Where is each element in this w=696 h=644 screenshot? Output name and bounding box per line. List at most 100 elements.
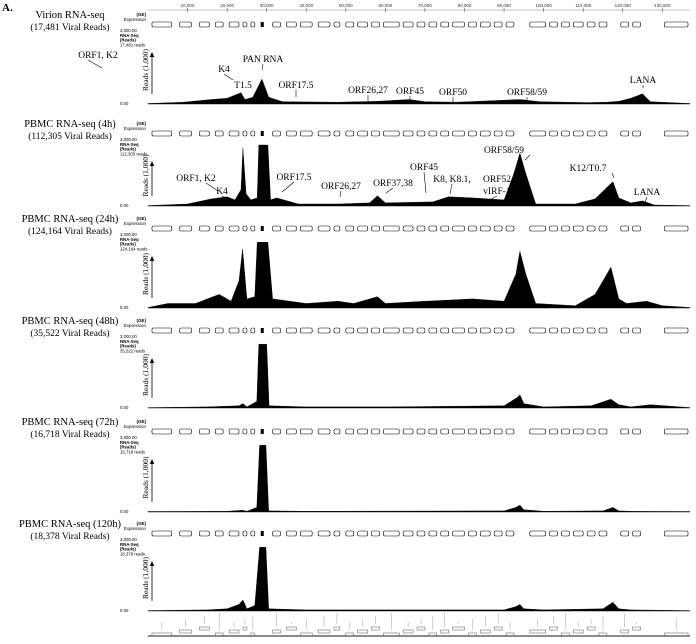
track-header-line: RNA-Seq <box>120 440 139 445</box>
gene-feature <box>179 327 192 334</box>
track-header-line: 3,000.00 <box>120 137 137 142</box>
gene-feature <box>317 225 331 232</box>
annotation-arrow <box>87 59 103 69</box>
coverage-track: Virion RNA-seq(17,481 Viral Reads) (GE)Ex… <box>30 10 691 106</box>
genome-map-feature <box>402 629 414 634</box>
gene-feature <box>493 225 503 232</box>
peak-annotation: K12/T0.7 <box>570 164 607 174</box>
gene-feature <box>179 21 192 28</box>
gene-track-sublabel: Expression <box>124 17 147 22</box>
gene-feature <box>416 327 426 334</box>
y-axis-label: Reads (1,000) <box>141 48 150 91</box>
y-axis-label: Reads (1,000) <box>141 456 150 499</box>
gene-feature <box>468 225 477 232</box>
gene-feature <box>663 130 689 137</box>
gene-feature <box>416 21 426 28</box>
gene-feature <box>214 225 224 232</box>
gene-feature <box>402 225 414 232</box>
gene-feature <box>598 130 608 137</box>
track-header-line: RNA-Seq <box>120 237 139 242</box>
gene-feature <box>345 428 355 435</box>
gene-feature <box>402 530 414 537</box>
gene-feature <box>199 428 210 435</box>
gene-feature <box>663 327 689 334</box>
y-axis-arrowhead <box>149 161 155 166</box>
genome-map-feature <box>357 629 368 634</box>
track-header-line: (Reads) <box>120 38 136 43</box>
y-min-label: 0.00 <box>120 203 129 208</box>
ruler-tick-label: 10,000 <box>181 3 195 8</box>
genome-map-feature <box>199 626 210 631</box>
gene-feature <box>383 21 400 28</box>
gene-feature <box>620 21 629 28</box>
gene-feature <box>151 530 173 537</box>
track-title: PBMC RNA-seq (4h) <box>24 119 116 130</box>
gene-track-sublabel: Expression <box>124 323 147 328</box>
gene-feature <box>586 130 596 137</box>
ruler-tick-label: 20,000 <box>220 3 234 8</box>
gene-feature <box>549 428 558 435</box>
track-title: Virion RNA-seq <box>35 10 105 21</box>
peak-annotation: ORF45 <box>410 163 438 173</box>
gene-feature <box>549 530 558 537</box>
gene-feature <box>416 225 426 232</box>
gene-feature <box>371 130 380 137</box>
peak-annotation: ORF52 <box>483 175 511 185</box>
ruler-tick-label: 40,000 <box>299 3 313 8</box>
gene-feature <box>286 21 297 28</box>
gene-feature <box>272 428 281 435</box>
genome-map-feature <box>151 632 172 637</box>
y-axis-arrowhead <box>149 52 155 57</box>
gene-feature <box>572 130 584 137</box>
gene-feature <box>242 130 248 137</box>
gene-feature <box>586 225 596 232</box>
peak-annotation: K8, K8.1, <box>433 175 470 185</box>
gene-feature <box>620 225 629 232</box>
peak-annotation: ORF1, K2 <box>176 174 216 184</box>
gene-feature <box>345 530 355 537</box>
gene-feature <box>317 327 331 334</box>
track-subtitle: (18,378 Viral Reads) <box>30 531 109 542</box>
track-subtitle: (112,305 Viral Reads) <box>28 131 112 142</box>
annotation-arrow <box>486 195 498 202</box>
gene-feature <box>179 530 192 537</box>
gene-feature <box>468 327 477 334</box>
gene-feature <box>480 225 491 232</box>
peak-annotation: T1.5 <box>234 81 252 91</box>
track-title: PBMC RNA-seq (24h) <box>22 214 119 225</box>
gene-track-sublabel: Expression <box>124 526 147 531</box>
genome-map-feature <box>300 632 313 637</box>
peak-annotation: K4 <box>218 65 230 75</box>
gene-feature <box>561 327 570 334</box>
gene-feature <box>333 428 341 435</box>
gene-feature <box>632 530 641 537</box>
peak-annotation: ORF58/59 <box>484 146 524 156</box>
gene-feature <box>345 130 355 137</box>
gene-feature <box>151 327 173 334</box>
genome-map-feature <box>215 632 224 637</box>
gene-feature <box>402 130 414 137</box>
annotation-arrow <box>221 195 231 201</box>
gene-feature <box>440 327 449 334</box>
ruler-tick-label: 60,000 <box>378 3 392 8</box>
gene-feature <box>440 428 449 435</box>
gene-track-sublabel: Expression <box>124 424 147 429</box>
gene-feature <box>428 327 438 334</box>
genome-map-feature <box>179 629 192 634</box>
peak-annotation: ORF37,38 <box>373 179 413 189</box>
track-header-line: 124,164 reads <box>120 246 147 251</box>
genome-map-feature <box>561 632 570 637</box>
gene-feature <box>572 225 584 232</box>
gene-feature <box>452 327 465 334</box>
gene-feature <box>620 530 629 537</box>
gene-feature <box>572 530 584 537</box>
track-header-line: 3,000.00 <box>120 28 137 33</box>
gene-feature <box>250 530 256 537</box>
gene-feature <box>383 130 400 137</box>
coverage-track: PBMC RNA-seq (4h)(112,305 Viral Reads) (G… <box>24 119 691 208</box>
track-header-line: RNA-Seq <box>120 339 139 344</box>
genome-map-feature <box>598 632 608 637</box>
gene-feature <box>663 225 689 232</box>
gene-feature <box>286 530 297 537</box>
genome-map-feature <box>317 629 331 634</box>
